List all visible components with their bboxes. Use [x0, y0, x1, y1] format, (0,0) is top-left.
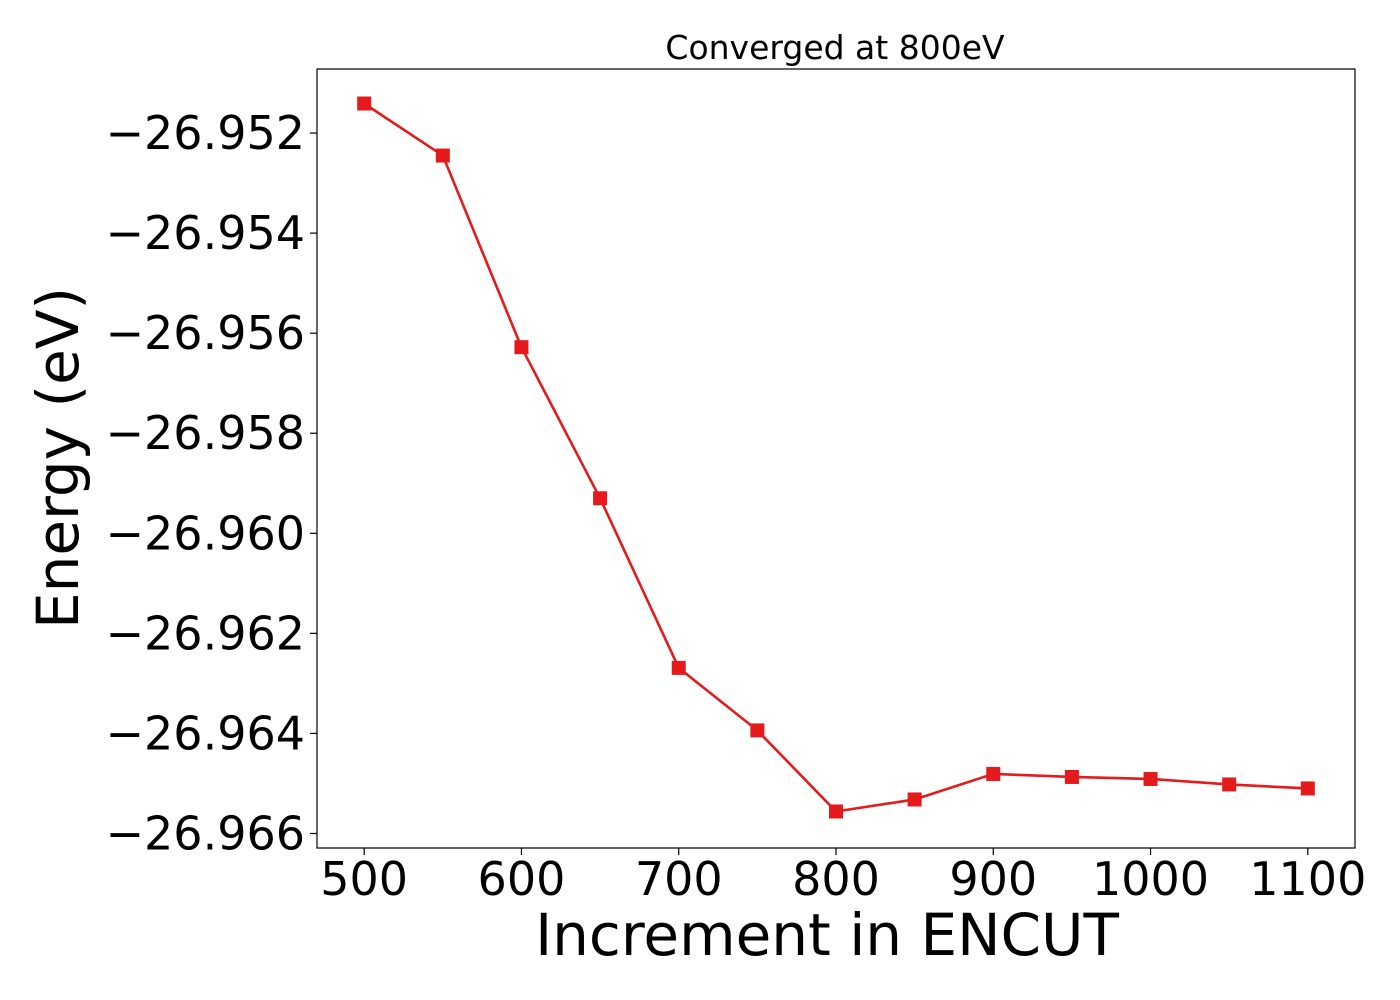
y-tick-label: −26.966: [106, 806, 306, 860]
y-tick-label: −26.960: [106, 506, 306, 560]
data-point-marker: [1222, 777, 1237, 792]
data-point-marker: [1143, 771, 1158, 786]
y-tick-label: −26.952: [106, 106, 306, 160]
data-point-marker: [1300, 781, 1315, 796]
data-point-marker: [593, 491, 608, 506]
y-tick-label: −26.954: [106, 206, 306, 260]
data-point-marker: [1064, 769, 1079, 784]
x-tick-label: 800: [792, 852, 880, 906]
x-axis-label: Increment in ENCUT: [535, 901, 1119, 969]
data-point-marker: [907, 792, 922, 807]
x-axis: 500 600 700 800 900 1000 1100: [320, 848, 1366, 906]
y-tick-label: −26.958: [106, 406, 306, 460]
y-tick-label: −26.964: [106, 706, 306, 760]
x-tick-label: 500: [320, 852, 408, 906]
data-point-marker: [357, 96, 372, 111]
y-axis: −26.952 −26.954 −26.956 −26.958 −26.960 −26.9…: [106, 106, 317, 860]
series-line: [363, 102, 1308, 813]
data-point-marker: [750, 723, 765, 738]
x-tick-label: 1100: [1249, 852, 1366, 906]
x-tick-label: 600: [478, 852, 566, 906]
data-point-marker: [514, 340, 529, 355]
y-axis-label: Energy (eV): [24, 287, 92, 629]
chart-title: Converged at 800eV: [665, 28, 1005, 67]
series-layer: [357, 96, 1315, 819]
y-tick-label: −26.956: [106, 306, 306, 360]
plot-area: [316, 68, 1356, 849]
x-tick-label: 1000: [1092, 852, 1209, 906]
x-tick-label: 900: [949, 852, 1037, 906]
plot-frame: [316, 68, 1356, 849]
y-tick-label: −26.962: [106, 606, 306, 660]
data-point-marker: [435, 148, 450, 163]
x-tick-label: 700: [635, 852, 723, 906]
data-point-marker: [671, 660, 686, 675]
data-point-marker: [986, 766, 1001, 781]
data-point-marker: [829, 804, 843, 819]
